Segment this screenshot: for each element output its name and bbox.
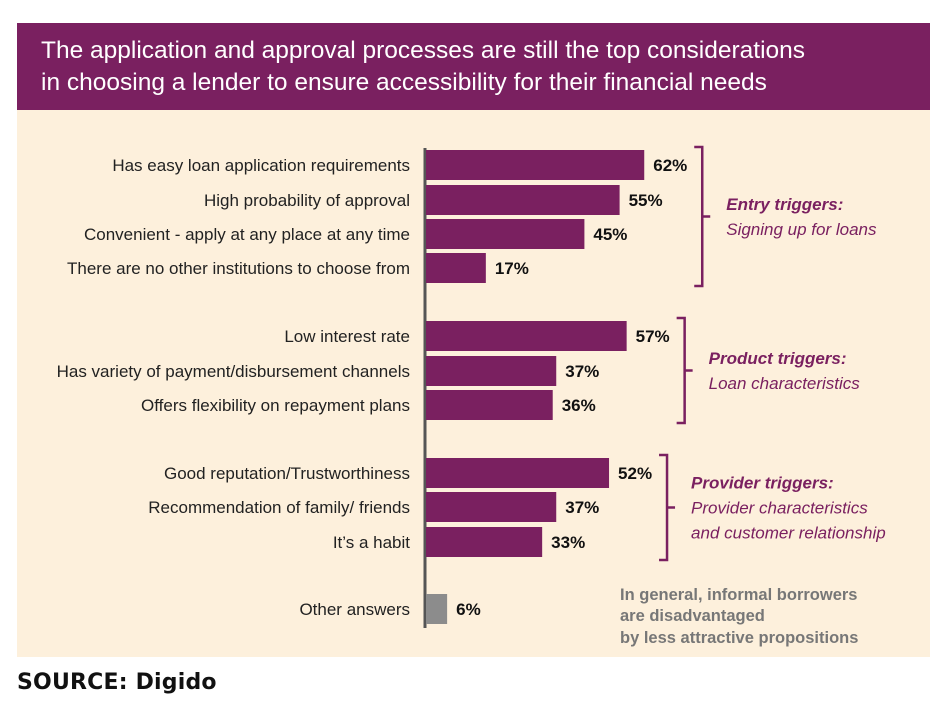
data-label: 52%	[618, 464, 652, 483]
data-label: 17%	[495, 259, 529, 278]
data-label: 57%	[636, 327, 670, 346]
data-label: 37%	[565, 498, 599, 517]
bar	[426, 492, 557, 522]
bar	[426, 390, 553, 420]
chart-title-line-1: The application and approval processes a…	[41, 37, 806, 64]
category-label: Low interest rate	[284, 327, 410, 346]
category-label: Has easy loan application requirements	[112, 156, 410, 175]
group-bracket	[659, 453, 676, 562]
category-label: Offers flexibility on repayment plans	[141, 396, 410, 415]
category-label: Other answers	[299, 600, 410, 619]
group-title: Provider triggers:	[691, 474, 834, 493]
data-label: 36%	[562, 396, 596, 415]
group-subtitle: and customer relationship	[691, 524, 886, 543]
group-bracket	[676, 316, 693, 425]
category-label: Recommendation of family/ friends	[148, 498, 410, 517]
data-label: 6%	[456, 600, 481, 619]
source-label: SOURCE: Digido	[17, 670, 217, 695]
group-subtitle: Provider characteristics	[691, 499, 868, 518]
data-label: 45%	[593, 225, 627, 244]
bar	[426, 253, 486, 283]
data-label: 37%	[565, 362, 599, 381]
category-label: There are no other institutions to choos…	[67, 259, 410, 278]
note-line-1: In general, informal borrowers	[620, 586, 857, 604]
bar	[426, 356, 557, 386]
bar	[426, 458, 610, 488]
note-line-2: are disadvantaged	[620, 607, 765, 625]
category-label: Has variety of payment/disbursement chan…	[57, 362, 410, 381]
category-label: It’s a habit	[333, 533, 410, 552]
group-subtitle: Loan characteristics	[709, 374, 861, 393]
group-title: Product triggers:	[709, 349, 847, 368]
bar	[426, 185, 620, 215]
category-label: High probability of approval	[204, 191, 410, 210]
chart-title-line-2: in choosing a lender to ensure accessibi…	[41, 69, 767, 96]
bar	[426, 150, 645, 180]
bar	[426, 321, 627, 351]
bar	[426, 219, 585, 249]
data-label: 33%	[551, 533, 585, 552]
group-title: Entry triggers:	[726, 195, 843, 214]
category-label: Convenient - apply at any place at any t…	[84, 225, 410, 244]
group-subtitle: Signing up for loans	[726, 220, 877, 239]
group-bracket	[694, 145, 711, 288]
category-label: Good reputation/Trustworthiness	[164, 464, 410, 483]
bar	[426, 527, 543, 557]
chart-title-banner: The application and approval processes a…	[17, 23, 930, 110]
data-label: 62%	[653, 156, 687, 175]
note-line-3: by less attractive propositions	[620, 629, 858, 647]
bar	[426, 594, 448, 624]
data-label: 55%	[629, 191, 663, 210]
